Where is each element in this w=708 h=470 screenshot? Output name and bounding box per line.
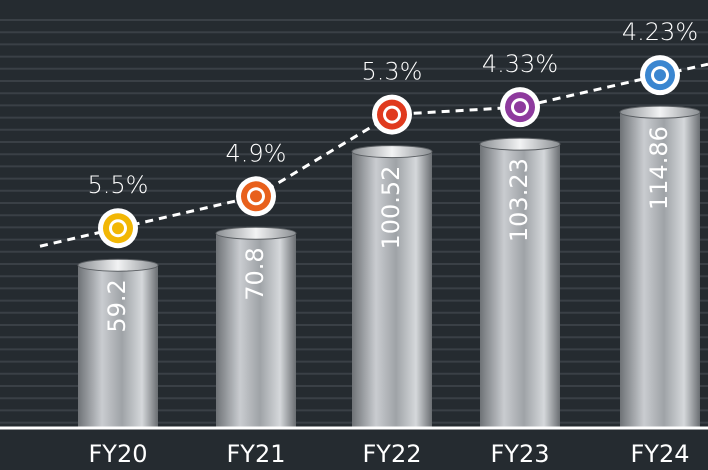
chart: 59.2 70.8 100.52 103.23 114.86 FY20 FY21 FY22 FY… [0,0,708,470]
marker-dot [386,109,398,121]
bar-value-label: 100.52 [377,166,405,250]
point-label: 5.5% [88,171,149,199]
page: 59.2 70.8 100.52 103.23 114.86 FY20 FY21 FY22 FY… [0,0,708,470]
bar-cap [352,146,432,158]
x-tick-label: FY22 [362,440,421,468]
bar-value-label: 114.86 [645,126,673,210]
bar-value-label: 70.8 [241,247,269,300]
bar-cap [216,227,296,239]
x-tick-label: FY23 [490,440,549,468]
point-label: 5.3% [362,58,423,86]
marker-dot [514,101,526,113]
bar-cap [480,138,560,150]
bar-cap [620,106,700,118]
point-label: 4.33% [482,50,558,78]
marker-dot [112,222,124,234]
marker-dot [654,69,666,81]
point-label: 4.9% [226,139,287,167]
bar-cap [78,259,158,271]
marker-dot [250,190,262,202]
bar-value-label: 59.2 [103,279,131,332]
x-tick-label: FY20 [88,440,147,468]
point-label: 4.23% [622,18,698,46]
x-tick-label: FY24 [630,440,689,468]
x-tick-label: FY21 [226,440,285,468]
bar-value-label: 103.23 [505,158,533,242]
